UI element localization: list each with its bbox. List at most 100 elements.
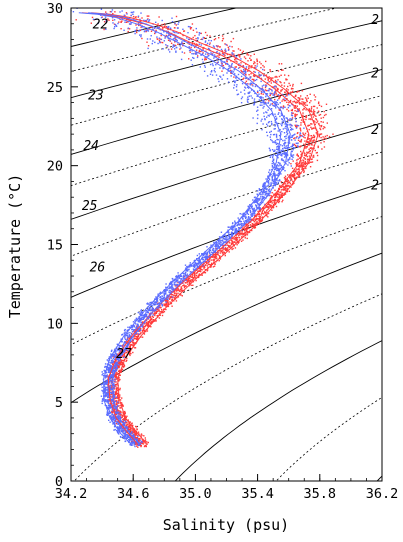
data-point (247, 96, 249, 98)
data-point (117, 357, 119, 359)
data-point (254, 71, 256, 73)
data-point (265, 85, 267, 87)
data-point (286, 101, 288, 103)
data-point (116, 402, 118, 404)
data-point (227, 49, 230, 51)
data-point (145, 444, 147, 447)
data-point (274, 198, 277, 201)
data-point (145, 315, 147, 317)
data-point (266, 188, 268, 190)
data-point (256, 222, 258, 225)
data-point (253, 61, 255, 63)
data-point (204, 31, 207, 34)
data-point (267, 203, 270, 205)
data-point (114, 423, 116, 425)
data-point (182, 34, 184, 37)
data-point (219, 52, 221, 54)
data-point (262, 193, 264, 195)
data-point (312, 156, 314, 158)
data-point (159, 41, 161, 44)
data-point (302, 114, 304, 116)
data-point (140, 329, 142, 331)
data-point (245, 70, 247, 73)
data-point (284, 146, 286, 148)
data-point (215, 245, 217, 247)
data-point (145, 20, 147, 22)
data-point (282, 149, 284, 152)
data-point (280, 123, 282, 125)
data-point (249, 76, 251, 78)
data-point (296, 101, 298, 103)
data-point (169, 290, 172, 292)
data-point (260, 80, 262, 83)
data-point (269, 156, 271, 158)
data-point (110, 365, 113, 367)
data-point (252, 224, 254, 226)
data-point (275, 91, 277, 93)
data-point (191, 23, 194, 25)
data-point (164, 291, 166, 293)
data-point (158, 317, 161, 319)
data-point (302, 112, 304, 114)
data-point (256, 59, 258, 62)
data-point (243, 56, 246, 58)
data-point (218, 243, 220, 245)
data-point (222, 246, 224, 249)
data-point (111, 9, 114, 11)
data-point (130, 428, 132, 430)
data-point (298, 167, 300, 170)
data-point (284, 125, 287, 127)
data-point (216, 246, 219, 248)
data-point (141, 331, 144, 333)
data-point (116, 373, 118, 375)
data-point (291, 115, 294, 117)
data-point (127, 326, 129, 328)
data-point (115, 392, 117, 394)
data-point (316, 121, 318, 124)
data-point (199, 66, 201, 68)
data-point (287, 181, 289, 183)
data-point (222, 74, 225, 76)
data-point (162, 297, 165, 299)
data-point (222, 251, 225, 253)
data-point (286, 186, 288, 188)
data-point (121, 429, 123, 431)
data-point (111, 17, 114, 19)
data-point (113, 422, 115, 424)
data-point (266, 131, 268, 133)
data-point (123, 342, 125, 344)
data-point (138, 320, 140, 323)
data-point (116, 367, 118, 369)
data-point (138, 439, 140, 442)
data-point (247, 87, 250, 89)
data-point (111, 389, 113, 391)
data-point (175, 275, 178, 277)
data-point (290, 154, 292, 156)
data-point (286, 130, 288, 132)
data-point (298, 171, 301, 174)
data-point (277, 94, 280, 96)
data-point (139, 434, 141, 436)
data-point (278, 75, 281, 78)
data-point (118, 380, 120, 382)
data-point (136, 31, 138, 34)
data-point (198, 253, 200, 255)
data-point (264, 185, 266, 187)
data-point (301, 166, 303, 169)
data-point (132, 341, 135, 344)
data-point (115, 407, 118, 409)
data-point (225, 249, 228, 252)
data-point (169, 40, 171, 42)
data-point (268, 201, 270, 203)
data-point (218, 80, 220, 83)
data-point (270, 182, 272, 184)
data-point (269, 113, 271, 116)
data-point (139, 319, 141, 321)
data-point (119, 399, 122, 401)
data-point (162, 298, 164, 300)
data-point (109, 367, 111, 369)
data-point (105, 11, 107, 13)
data-point (129, 335, 131, 337)
data-point (159, 38, 161, 40)
data-point (265, 204, 268, 207)
